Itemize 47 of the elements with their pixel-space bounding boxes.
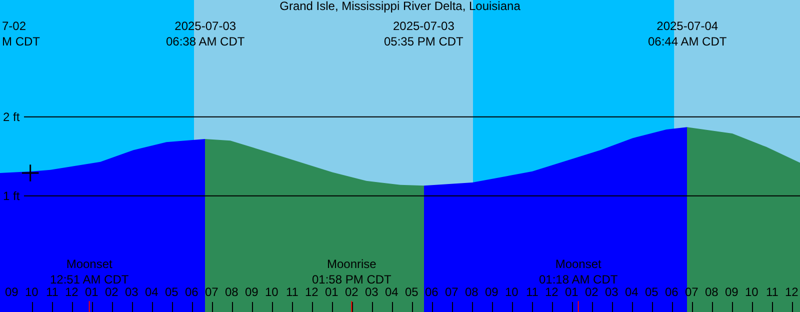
x-tick-label: 11 <box>526 285 539 299</box>
x-tick-label: 01 <box>85 285 99 299</box>
annotation: Moonset 12:51 AM CDT <box>50 257 130 287</box>
x-tick-label: 07 <box>445 285 459 299</box>
x-tick-label: 11 <box>286 285 299 299</box>
x-tick-label: 02 <box>345 285 359 299</box>
x-tick-label: 04 <box>145 285 159 299</box>
y-tick-label: 1 ft <box>3 189 20 204</box>
x-tick-label: 09 <box>245 285 259 299</box>
x-tick-label: 10 <box>505 285 519 299</box>
annotation: 2025-07-03 05:35 PM CDT <box>384 19 464 49</box>
x-tick-label: 12 <box>545 285 559 299</box>
x-tick-label: 12 <box>305 285 319 299</box>
x-tick-label: 12 <box>65 285 79 299</box>
x-tick-label: 09 <box>725 285 739 299</box>
x-tick-label: 06 <box>425 285 439 299</box>
x-tick-label: 05 <box>405 285 419 299</box>
x-tick-label: 09 <box>485 285 499 299</box>
x-tick-label: 10 <box>745 285 759 299</box>
x-tick-label: 01 <box>565 285 579 299</box>
y-tick-label: 2 ft <box>3 110 20 124</box>
x-tick-label: 02 <box>585 285 599 299</box>
annotation: Moonset 01:18 AM CDT <box>539 257 618 287</box>
x-tick-label: 06 <box>185 285 199 299</box>
x-tick-label: 10 <box>265 285 279 299</box>
x-tick-label: 07 <box>205 285 219 299</box>
x-tick-label: 04 <box>385 285 399 299</box>
x-tick-label: 09 <box>5 285 19 299</box>
annotation: 7-02 M CDT <box>2 19 41 49</box>
x-tick-label: 06 <box>665 285 679 299</box>
x-tick-label: 04 <box>625 285 639 299</box>
x-tick-label: 05 <box>165 285 179 299</box>
x-tick-label: 03 <box>125 285 139 299</box>
x-tick-label: 02 <box>105 285 119 299</box>
x-tick-label: 11 <box>766 285 779 299</box>
annotation: Moonrise 01:58 PM CDT <box>312 257 392 287</box>
x-tick-label: 12 <box>785 285 799 299</box>
x-tick-label: 10 <box>25 285 39 299</box>
x-tick-label: 08 <box>705 285 719 299</box>
x-tick-label: 01 <box>325 285 339 299</box>
x-tick-label: 03 <box>365 285 379 299</box>
x-tick-label: 03 <box>605 285 619 299</box>
chart-title: Grand Isle, Mississippi River Delta, Louisiana <box>280 0 521 13</box>
x-tick-label: 08 <box>465 285 479 299</box>
x-tick-label: 08 <box>225 285 239 299</box>
x-tick-label: 11 <box>46 285 59 299</box>
x-tick-label: 05 <box>645 285 659 299</box>
